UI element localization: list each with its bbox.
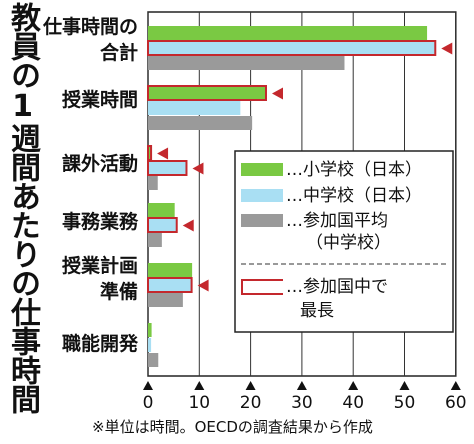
bar-5-2 xyxy=(148,353,159,367)
legend-marker-label: 最長 xyxy=(300,301,334,321)
bar-4-0 xyxy=(148,263,193,277)
bars xyxy=(147,26,453,367)
legend-swatch-1 xyxy=(241,189,283,202)
longest-marker-3-1 xyxy=(182,219,194,232)
category-label-0: 仕事時間の xyxy=(42,15,138,38)
legend-marker-label: …参加国中で xyxy=(286,277,388,297)
category-label-4: 準備 xyxy=(100,280,138,303)
tick-mark-60 xyxy=(450,381,461,390)
tick-label-20: 20 xyxy=(240,393,262,413)
source-note: ※単位は時間。OECDの調査結果から作成 xyxy=(92,418,373,436)
longest-marker-4-1 xyxy=(197,279,209,292)
category-label-1: 授業時間 xyxy=(62,88,138,111)
bar-1-1 xyxy=(148,101,241,115)
legend-marker-bracket xyxy=(241,279,283,295)
tick-label-50: 50 xyxy=(394,393,416,413)
category-label-3: 事務業務 xyxy=(62,210,139,233)
longest-marker-1-0 xyxy=(271,87,283,100)
legend-label-1: …中学校（日本） xyxy=(286,186,422,206)
tick-mark-0 xyxy=(143,381,153,390)
legend-label-2: （中学校） xyxy=(306,233,391,253)
bar-1-2 xyxy=(148,116,253,130)
bar-4-2 xyxy=(148,293,183,307)
legend-swatch-0 xyxy=(241,163,283,176)
bar-0-1 xyxy=(147,40,437,56)
category-label-2: 課外活動 xyxy=(62,152,138,175)
tick-mark-50 xyxy=(399,381,410,390)
tick-mark-20 xyxy=(245,381,256,390)
bar-5-1 xyxy=(148,338,152,352)
bar-3-0 xyxy=(148,203,175,217)
legend-label-2: …参加国平均 xyxy=(286,211,388,231)
chart-title: 教員の1週間あたりの仕事時間 xyxy=(5,2,40,413)
longest-marker-2-1 xyxy=(192,162,204,175)
tick-label-30: 30 xyxy=(291,393,313,413)
bar-1-0 xyxy=(147,85,267,101)
longest-marker-0-1 xyxy=(441,42,453,55)
tick-label-10: 10 xyxy=(188,393,210,413)
bar-0-0 xyxy=(148,26,428,40)
tick-mark-10 xyxy=(194,381,205,390)
legend-box xyxy=(234,150,454,333)
legend-label-0: …小学校（日本） xyxy=(286,160,422,180)
bar-2-1 xyxy=(147,160,188,176)
legend-swatch-2 xyxy=(241,214,283,227)
tick-label-40: 40 xyxy=(342,393,364,413)
bar-2-0 xyxy=(147,145,153,161)
category-label-0: 合計 xyxy=(100,41,138,64)
x-axis-ticks: 0 10 20 30 40 50 60 xyxy=(143,381,467,413)
category-label-4: 授業計画 xyxy=(62,254,138,277)
bar-4-1 xyxy=(147,277,193,293)
bar-5-0 xyxy=(148,323,152,337)
bar-3-1 xyxy=(147,217,178,233)
longest-marker-2-0 xyxy=(157,147,169,160)
bar-2-2 xyxy=(148,176,158,190)
category-label-5: 職能開発 xyxy=(62,332,139,355)
tick-label-60: 60 xyxy=(445,393,467,413)
tick-label-0: 0 xyxy=(143,393,154,413)
bar-3-2 xyxy=(148,233,162,247)
tick-mark-30 xyxy=(296,381,307,390)
tick-mark-40 xyxy=(348,381,359,390)
bar-0-2 xyxy=(148,56,345,70)
